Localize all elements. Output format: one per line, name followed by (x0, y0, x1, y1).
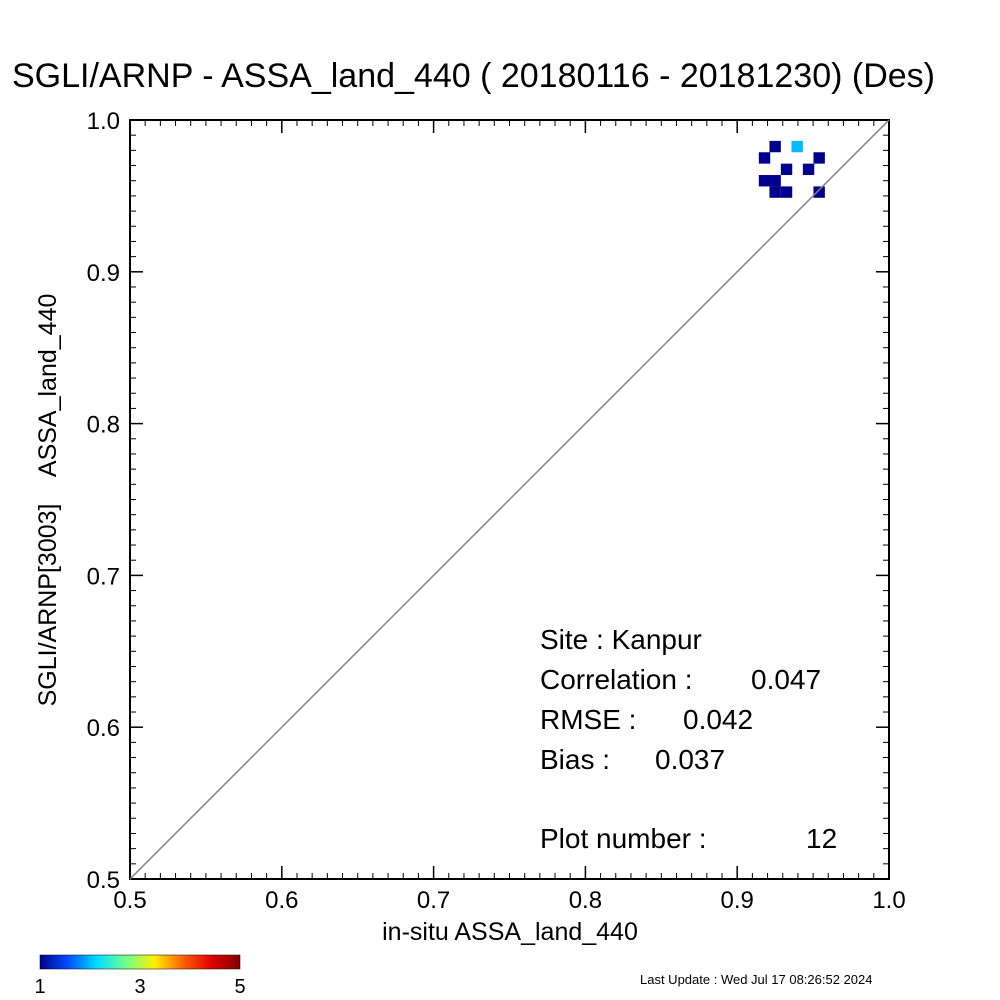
y-tick-label: 0.7 (87, 563, 120, 590)
bias-label: Bias : (540, 744, 610, 775)
last-update-text: Last Update : Wed Jul 17 08:26:52 2024 (640, 972, 872, 987)
colorbar-tick-label: 1 (34, 976, 45, 998)
y-tick-label: 1.0 (87, 108, 120, 135)
plot-number-value: 12 (806, 823, 837, 854)
colorbar-tick-label: 3 (134, 976, 145, 998)
bias-value: 0.037 (655, 744, 725, 775)
density-cells (758, 140, 825, 198)
rmse-label: RMSE : (540, 704, 636, 735)
x-tick-label: 0.9 (721, 887, 754, 914)
chart-title: SGLI/ARNP - ASSA_land_440 ( 20180116 - 2… (12, 57, 935, 95)
density-cell (802, 163, 815, 176)
density-cell (769, 175, 781, 187)
x-tick-labels: 0.5 0.6 0.7 0.8 0.9 1.0 (113, 887, 905, 914)
plot-number-label: Plot number : (540, 823, 707, 854)
axis-ticks (129, 119, 890, 880)
x-tick-label: 0.8 (569, 887, 602, 914)
density-cell (791, 140, 803, 153)
y-tick-label: 0.6 (87, 715, 120, 742)
colorbar (39, 954, 241, 970)
correlation-label: Correlation : (540, 664, 693, 695)
stats-box: Site : Kanpur Correlation : 0.047 RMSE :… (540, 624, 837, 854)
correlation-value: 0.047 (751, 664, 821, 695)
density-cell (758, 152, 771, 164)
density-cell (813, 186, 825, 198)
y-tick-label: 0.9 (87, 260, 120, 287)
colorbar-tick-label: 5 (234, 976, 245, 998)
y-tick-label: 0.5 (87, 867, 120, 894)
site-label: Site : Kanpur (540, 624, 702, 655)
y-axis-label: SGLI/ARNP[3003] ASSA_land_440 (34, 294, 62, 707)
density-cell (813, 152, 825, 164)
x-tick-label: 0.5 (113, 887, 146, 914)
density-cell (780, 186, 793, 198)
density-cell (769, 186, 781, 198)
density-cell (769, 140, 781, 153)
x-tick-label: 1.0 (872, 887, 905, 914)
density-cell (780, 163, 793, 176)
y-tick-label: 0.8 (87, 412, 120, 439)
y-tick-labels: 0.5 0.6 0.7 0.8 0.9 1.0 (87, 108, 120, 894)
colorbar-tick-labels: 1 3 5 (34, 976, 245, 998)
x-tick-label: 0.6 (265, 887, 298, 914)
one-to-one-line (129, 119, 890, 880)
rmse-value: 0.042 (683, 704, 753, 735)
density-cell (758, 175, 771, 187)
x-axis-label: in-situ ASSA_land_440 (382, 918, 638, 946)
x-tick-label: 0.7 (417, 887, 450, 914)
